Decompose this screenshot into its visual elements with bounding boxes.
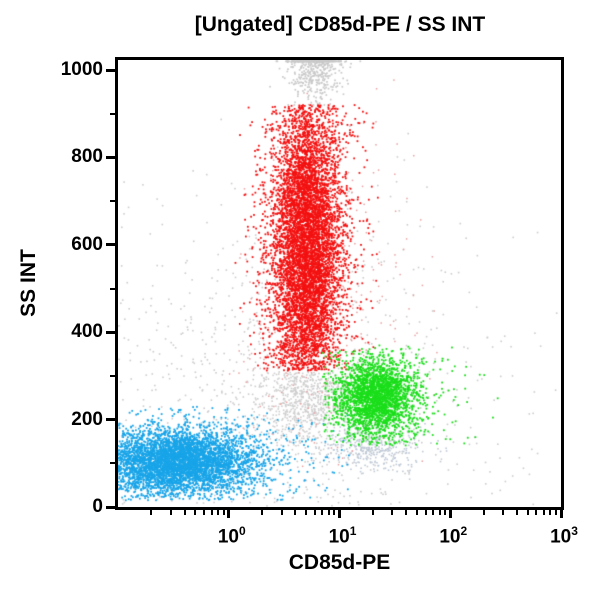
y-tick <box>110 374 115 377</box>
x-minor-tick <box>444 510 447 515</box>
x-minor-tick <box>391 510 394 515</box>
x-minor-tick <box>183 510 186 515</box>
x-minor-tick <box>333 510 336 515</box>
x-minor-tick <box>261 510 264 515</box>
x-minor-tick <box>415 510 418 515</box>
figure-title: [Ungated] CD85d-PE / SS INT <box>194 13 486 36</box>
x-tick-label: 103 <box>550 524 578 548</box>
y-tick-label: 400 <box>71 321 103 343</box>
y-tick-label: 0 <box>92 496 103 517</box>
y-tick <box>106 418 115 422</box>
x-minor-tick <box>526 510 529 515</box>
y-tick-label: 600 <box>71 233 103 255</box>
y-tick <box>110 200 115 203</box>
x-minor-tick <box>321 510 324 515</box>
y-tick-label: 200 <box>71 408 103 430</box>
x-tick <box>559 510 563 518</box>
x-minor-tick <box>327 510 330 515</box>
x-tick <box>338 510 341 518</box>
y-tick <box>106 155 115 159</box>
x-minor-tick <box>405 510 408 515</box>
x-minor-tick <box>280 510 283 515</box>
y-tick-label: 800 <box>71 146 103 168</box>
x-minor-tick <box>554 510 557 515</box>
y-tick <box>106 505 115 509</box>
y-tick <box>110 287 115 290</box>
y-tick <box>106 68 115 72</box>
x-minor-tick <box>438 510 441 515</box>
x-axis-label: CD85d-PE <box>288 551 391 574</box>
x-tick-label: 101 <box>328 524 357 548</box>
y-tick <box>106 330 115 334</box>
x-minor-tick <box>222 510 225 515</box>
x-minor-tick <box>313 510 316 515</box>
x-tick <box>448 510 452 518</box>
x-minor-tick <box>502 510 505 515</box>
x-minor-tick <box>210 510 213 515</box>
x-minor-tick <box>305 510 308 515</box>
x-minor-tick <box>542 510 545 515</box>
y-tick <box>110 112 115 115</box>
x-minor-tick <box>432 510 435 515</box>
x-minor-tick <box>169 510 172 515</box>
x-tick <box>227 510 231 518</box>
x-minor-tick <box>535 510 538 515</box>
x-minor-tick <box>194 510 197 515</box>
x-minor-tick <box>294 510 297 515</box>
y-tick <box>106 243 115 247</box>
dot-plot-canvas <box>118 60 561 507</box>
x-minor-tick <box>150 510 153 515</box>
x-tick-label: 102 <box>439 524 468 548</box>
y-axis-label: SS INT <box>17 249 40 317</box>
y-tick <box>110 462 115 465</box>
x-minor-tick <box>217 510 220 515</box>
y-tick-label: 1000 <box>60 59 103 81</box>
x-minor-tick <box>371 510 374 515</box>
x-minor-tick <box>482 510 485 515</box>
x-tick-label: 100 <box>217 524 246 548</box>
x-minor-tick <box>549 510 552 515</box>
x-minor-tick <box>424 510 427 515</box>
x-minor-tick <box>515 510 518 515</box>
x-minor-tick <box>203 510 206 515</box>
plot-frame <box>115 57 564 510</box>
